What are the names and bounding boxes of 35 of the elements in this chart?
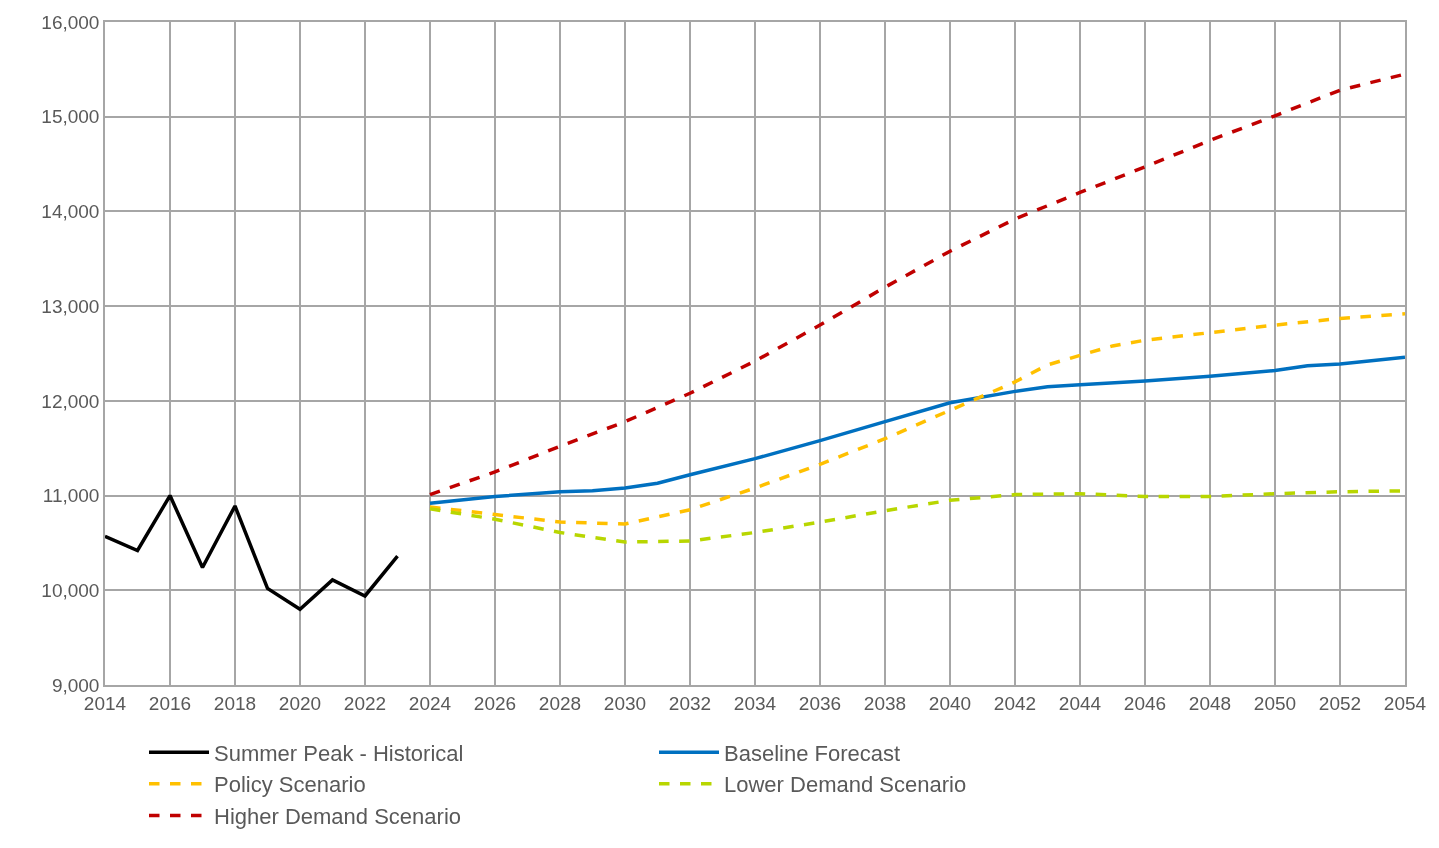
x-tick-label: 2052 [1318,692,1362,714]
x-tick-label: 2022 [343,692,387,714]
legend-label: Summer Peak - Historical [214,740,464,766]
x-tick-label: 2024 [408,692,452,714]
x-tick-label: 2050 [1253,692,1297,714]
x-tick-label: 2034 [733,692,777,714]
legend-label: Policy Scenario [214,772,366,798]
x-tick-label: 2048 [1188,692,1232,714]
x-tick-label: 2054 [1383,692,1427,714]
x-tick-label: 2044 [1058,692,1102,714]
x-tick-label: 2020 [278,692,322,714]
y-tick-label: 15,000 [41,106,100,128]
x-tick-label: 2040 [928,692,972,714]
line-series [105,493,400,611]
x-tick-label: 2036 [798,692,842,714]
x-tick-label: 2030 [603,692,647,714]
x-tick-label: 2018 [213,692,257,714]
legend-label: Baseline Forecast [724,740,901,766]
x-tick-label: 2038 [863,692,907,714]
x-tick-label: 2026 [473,692,517,714]
y-tick-label: 16,000 [41,11,100,33]
x-tick-label: 2028 [538,692,582,714]
y-tick-label: 10,000 [41,579,100,601]
x-tick-label: 2016 [148,692,192,714]
x-tick-label: 2042 [993,692,1037,714]
legend-label: Higher Demand Scenario [214,803,462,829]
y-tick-label: 12,000 [41,390,100,412]
y-tick-label: 13,000 [41,295,100,317]
line-series [428,355,1405,505]
x-tick-label: 2032 [668,692,712,714]
y-tick-label: 14,000 [41,201,100,223]
y-tick-label: 11,000 [42,485,100,507]
line-series [428,311,1405,526]
legend-label: Lower Demand Scenario [724,772,967,798]
x-tick-label: 2046 [1123,692,1167,714]
